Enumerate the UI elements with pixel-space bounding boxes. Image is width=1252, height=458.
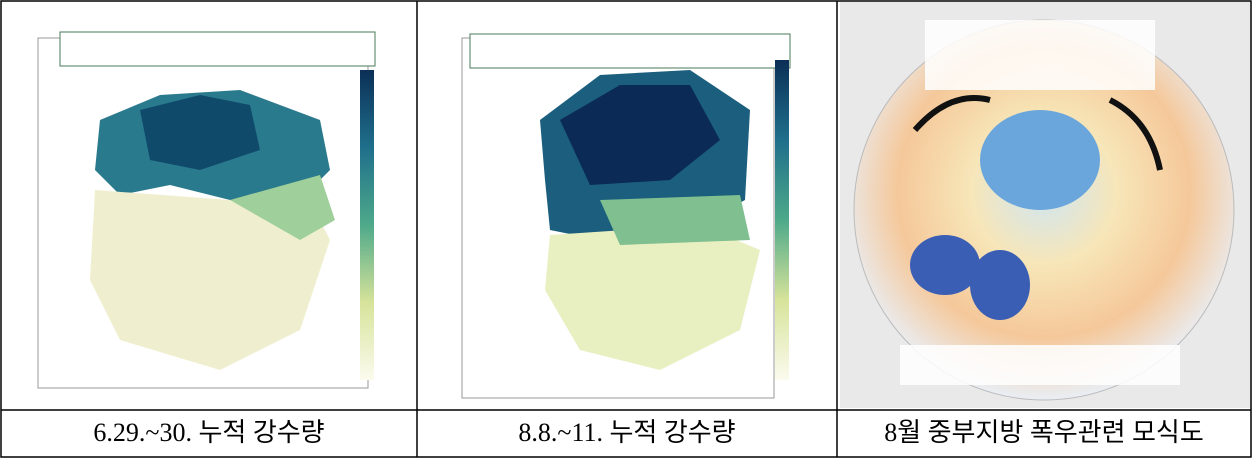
- caption: 8월 중부지방 폭우관련 모식도: [884, 418, 1204, 447]
- rain-map-2: [461, 33, 791, 399]
- schematic-globe: [840, 2, 1250, 408]
- caption: 6.29.~30. 누적 강수량: [93, 418, 324, 447]
- caption: 8.8.~11. 누적 강수량: [518, 418, 735, 447]
- rain-map-1: [37, 31, 376, 389]
